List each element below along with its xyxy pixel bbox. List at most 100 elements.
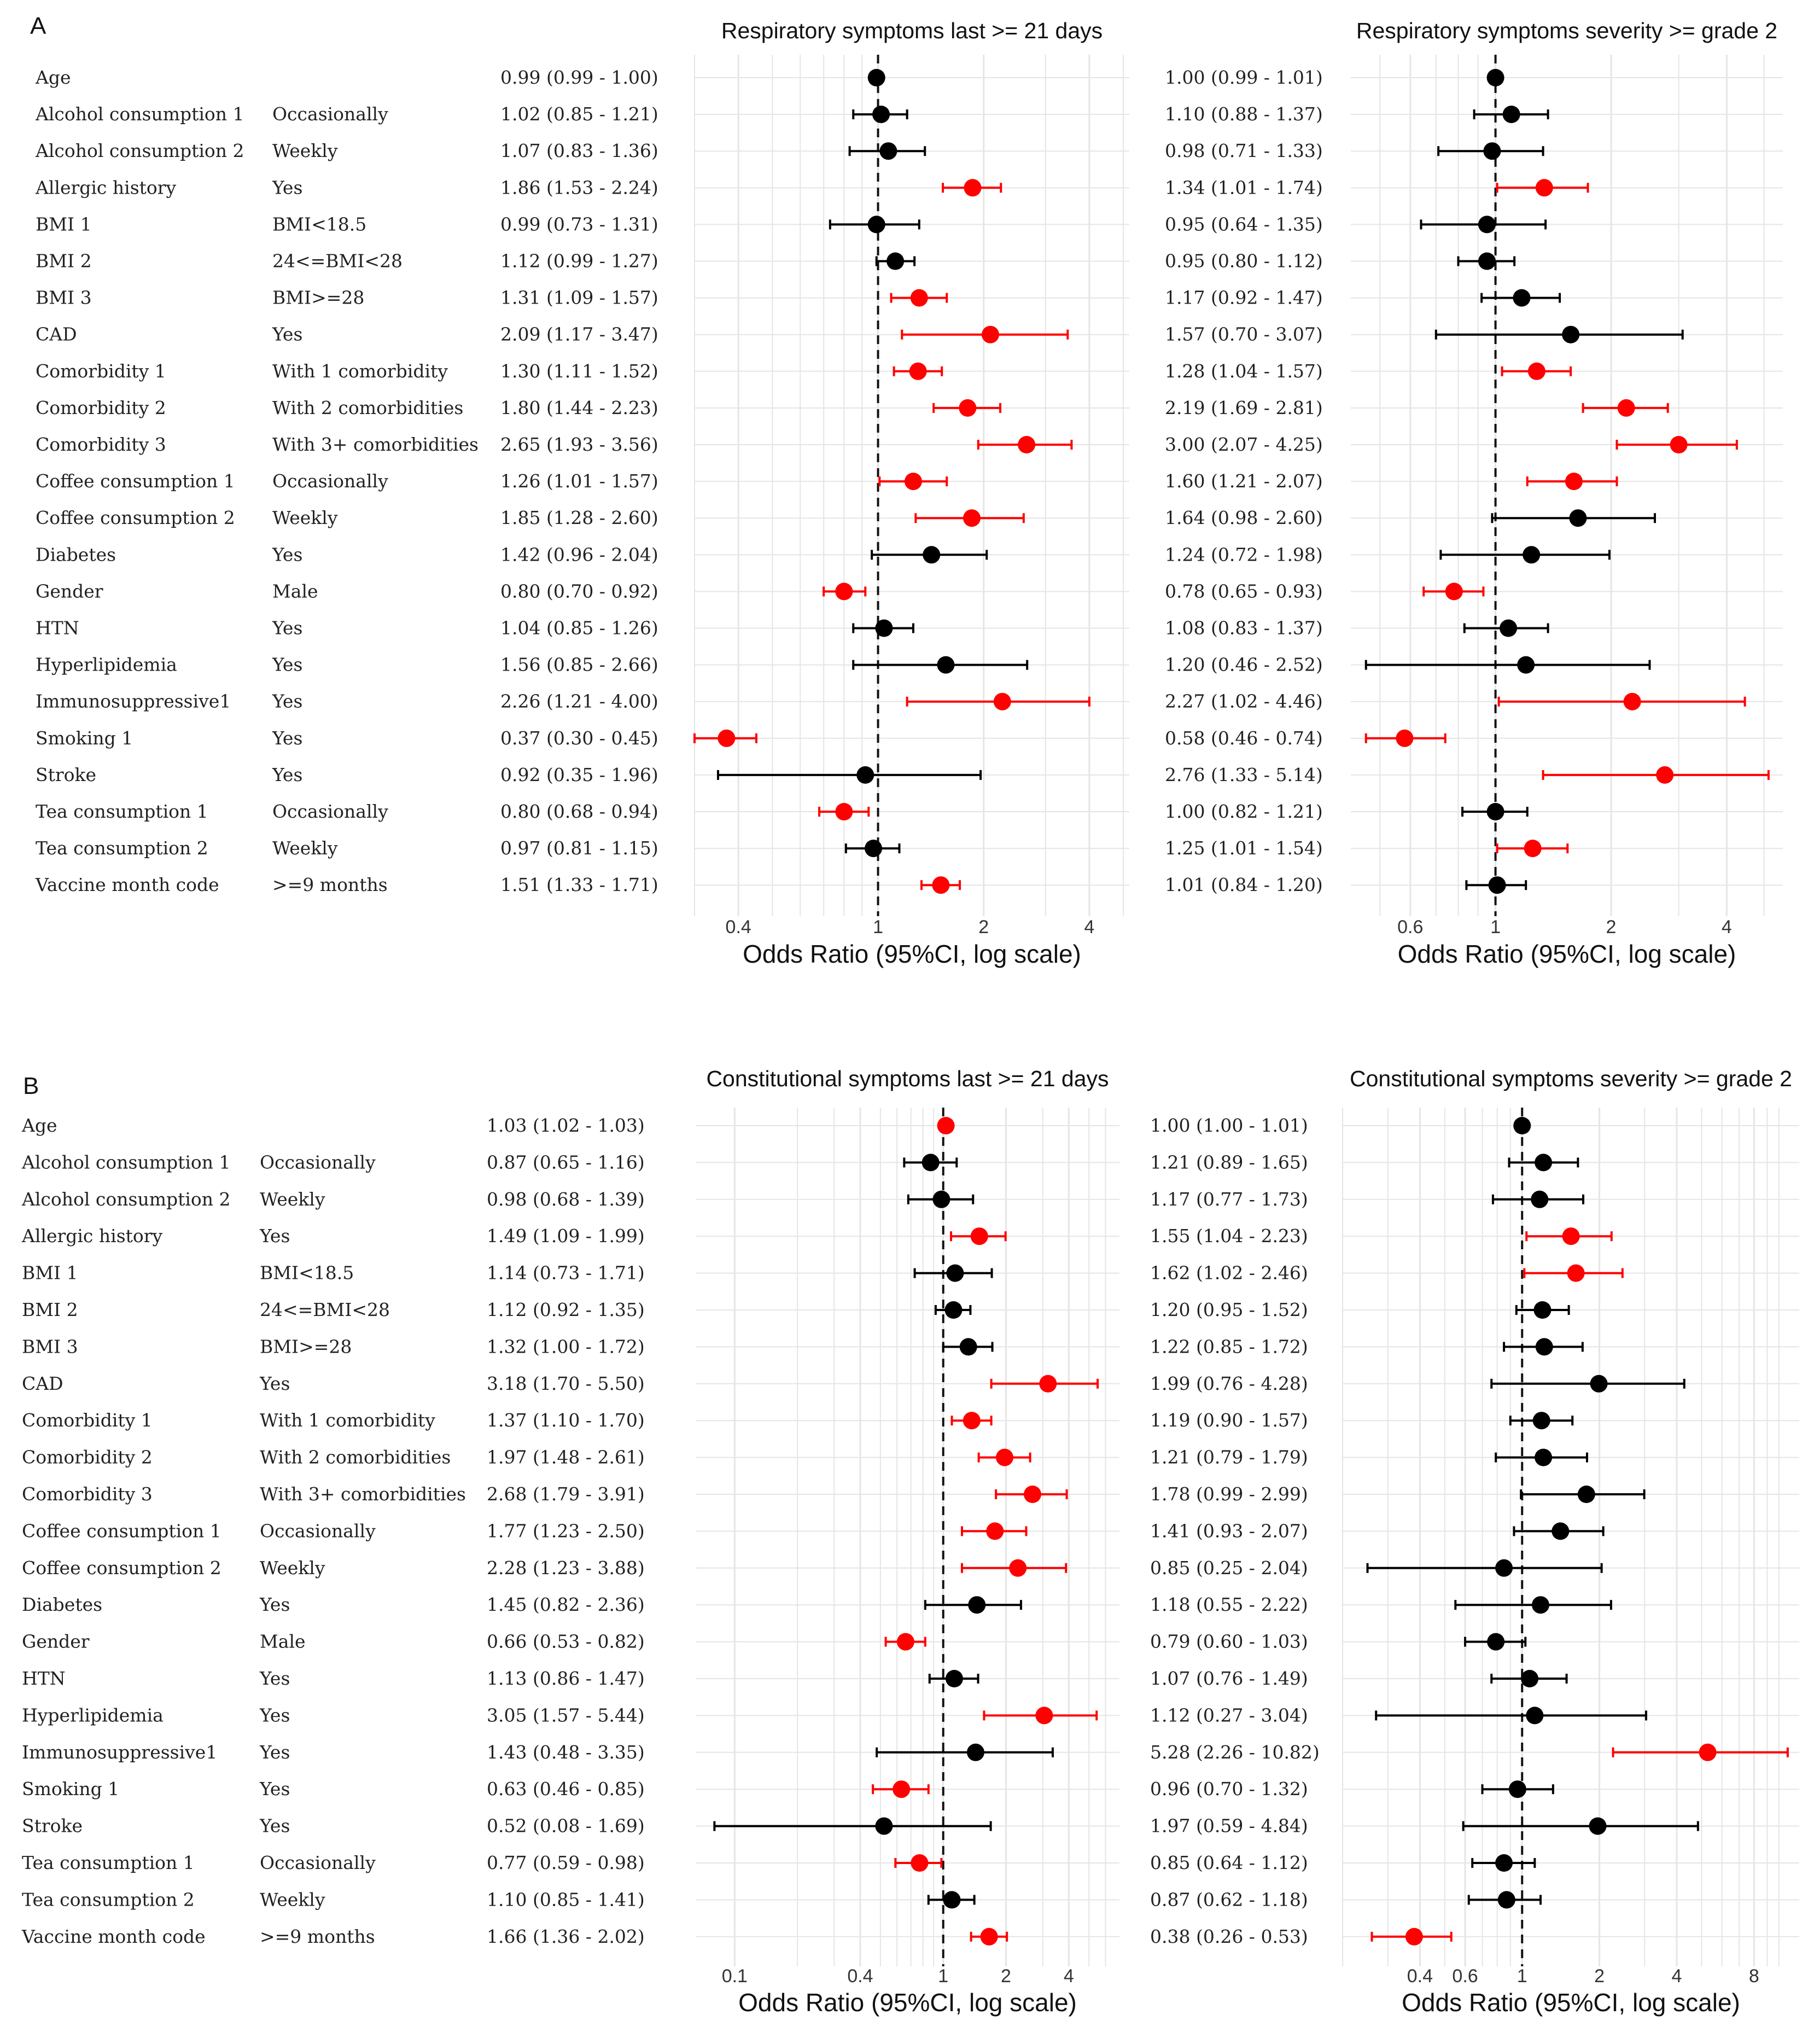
or-ci-label: 2.09 (1.17 - 3.47) [500,324,658,345]
or-ci-label: 1.21 (0.79 - 1.79) [1150,1447,1308,1468]
variable-label: Age [35,67,71,88]
variable-label: Diabetes [36,544,116,565]
subplot-title: Respiratory symptoms severity >= grade 2 [1356,18,1777,43]
or-point [1656,766,1674,784]
panel-b-letter: B [23,1073,39,1099]
variable-label: Vaccine month code [35,874,219,895]
or-ci-label: 0.87 (0.62 - 1.18) [1150,1889,1308,1910]
variable-label: Comorbidity 3 [36,434,166,455]
or-point [1526,1707,1544,1725]
or-ci-label: 0.85 (0.64 - 1.12) [1150,1852,1308,1873]
or-point [835,583,853,601]
variable-label: BMI 1 [22,1262,78,1284]
or-point [1670,436,1688,453]
or-ci-label: 1.85 (1.28 - 2.60) [500,507,658,528]
or-ci-label: 1.02 (0.85 - 1.21) [500,103,658,125]
level-label: Yes [272,324,302,345]
or-point [1483,142,1501,160]
or-ci-label: 1.00 (0.99 - 1.01) [1165,67,1323,88]
variable-label: Comorbidity 1 [22,1410,153,1431]
or-ci-label: 1.30 (1.11 - 1.52) [500,360,658,382]
variable-label: Age [21,1115,57,1136]
or-point [1562,325,1580,343]
or-ci-label: 0.96 (0.70 - 1.32) [1150,1778,1308,1800]
or-point [1495,1854,1513,1872]
or-ci-label: 1.37 (1.10 - 1.70) [487,1410,645,1431]
or-point [1535,179,1553,197]
or-ci-label: 0.79 (0.60 - 1.03) [1150,1631,1308,1652]
or-point [1565,473,1583,491]
level-label: Yes [259,1225,290,1247]
variable-label: Coffee consumption 1 [36,470,235,492]
or-point [1517,656,1535,674]
level-label: Weekly [260,1189,325,1210]
variable-label: Diabetes [22,1594,102,1615]
or-point [1567,1264,1585,1282]
or-ci-label: 1.03 (1.02 - 1.03) [487,1115,645,1136]
variable-label: Hyperlipidemia [36,654,177,675]
variable-label: CAD [36,324,77,345]
or-point [1524,840,1542,858]
or-ci-label: 1.45 (0.82 - 2.36) [487,1594,645,1615]
level-label: BMI>=28 [260,1336,352,1357]
or-point [980,1927,998,1946]
variable-label: Gender [22,1631,90,1652]
or-point [1396,729,1414,747]
or-point [996,1448,1014,1466]
variable-label: BMI 2 [22,1299,78,1320]
or-ci-label: 2.27 (1.02 - 4.46) [1165,691,1323,712]
level-label: Weekly [260,1557,325,1579]
variable-label: Coffee consumption 2 [22,1557,221,1579]
or-ci-label: 1.20 (0.95 - 1.52) [1150,1299,1308,1320]
or-ci-label: 1.49 (1.09 - 1.99) [487,1225,645,1247]
or-ci-label: 0.58 (0.46 - 0.74) [1165,727,1323,749]
variable-label: Gender [36,580,103,602]
x-tick-label: 4 [1084,917,1094,937]
or-point [909,362,927,380]
or-point [1478,252,1496,270]
or-point [1590,1375,1608,1393]
or-ci-label: 1.42 (0.96 - 2.04) [500,544,658,565]
or-ci-label: 1.43 (0.48 - 3.35) [487,1742,645,1763]
variable-label: Alcohol consumption 2 [35,140,244,161]
or-point [1445,583,1463,601]
level-label: BMI>=28 [272,287,364,308]
level-label: BMI<18.5 [260,1262,354,1284]
variable-label: CAD [22,1373,63,1394]
level-label: With 3+ comorbidities [272,434,479,455]
or-point [1487,1633,1505,1651]
or-point [875,619,893,637]
or-ci-label: 1.00 (1.00 - 1.01) [1150,1115,1308,1136]
level-label: Yes [272,764,302,785]
level-label: With 1 comorbidity [260,1410,435,1431]
or-point [1623,692,1641,711]
variable-label: Coffee consumption 2 [36,507,235,528]
or-point [922,1154,940,1172]
x-axis-label: Odds Ratio (95%CI, log scale) [1398,940,1736,968]
or-ci-label: 0.97 (0.81 - 1.15) [500,837,658,859]
or-ci-label: 0.80 (0.70 - 0.92) [500,580,658,602]
level-label: Yes [272,691,302,712]
variable-label: BMI 3 [36,287,92,308]
or-point [1523,546,1541,564]
or-ci-label: 1.80 (1.44 - 2.23) [500,397,658,418]
or-ci-label: 1.56 (0.85 - 2.66) [500,654,658,675]
level-label: Weekly [272,507,338,528]
level-label: 24<=BMI<28 [272,251,403,272]
or-ci-label: 1.99 (0.76 - 4.28) [1150,1373,1308,1394]
variable-label: BMI 2 [36,251,92,272]
variable-label: Allergic history [21,1225,163,1247]
or-ci-label: 0.95 (0.64 - 1.35) [1165,213,1323,235]
subplot-title: Respiratory symptoms last >= 21 days [721,18,1103,43]
or-ci-label: 2.76 (1.33 - 5.14) [1165,764,1323,785]
or-ci-label: 1.41 (0.93 - 2.07) [1150,1520,1308,1541]
x-tick-label: 0.4 [847,1966,873,1987]
or-ci-label: 1.12 (0.92 - 1.35) [487,1299,645,1320]
level-label: Weekly [272,140,338,161]
variable-label: Coffee consumption 1 [22,1520,221,1541]
or-ci-label: 1.17 (0.92 - 1.47) [1165,287,1323,308]
subplot-title: Constitutional symptoms severity >= grad… [1350,1066,1792,1091]
or-point [1562,1227,1580,1245]
variable-label: Tea consumption 2 [36,837,208,859]
or-point [1023,1486,1041,1503]
